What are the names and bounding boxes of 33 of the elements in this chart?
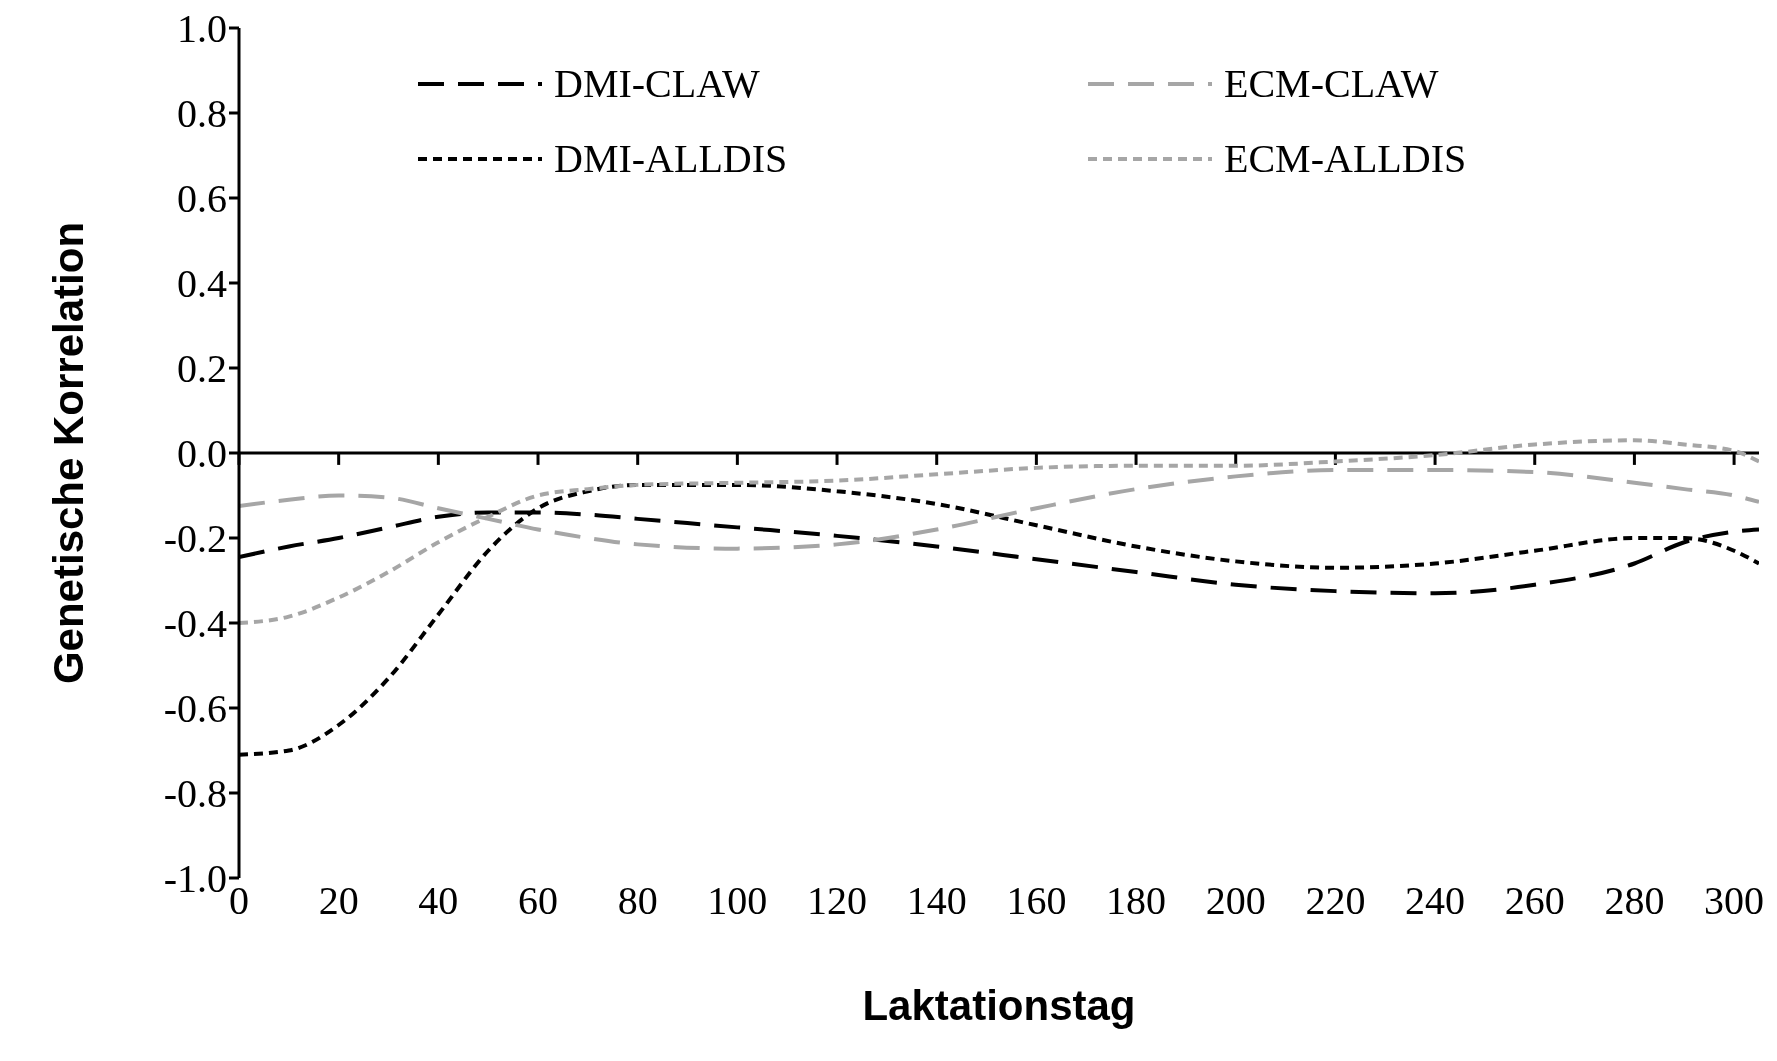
x-axis-title: Laktationstag [862,982,1136,1029]
y-tick-label: 0.4 [177,261,227,307]
legend-label: ECM-CLAW [1224,60,1439,107]
legend-label: DMI-CLAW [554,60,760,107]
x-tick-label: 200 [1205,878,1266,924]
y-tick-label: -0.8 [163,771,227,817]
y-tick-label: -0.4 [163,601,227,647]
x-tick-label: 20 [318,878,359,924]
x-tick-label: 80 [617,878,658,924]
y-axis-title: Genetische Korrelation [44,221,92,685]
x-tick-label: 100 [707,878,768,924]
x-tick-label: 300 [1704,878,1765,924]
x-tick-label: 40 [418,878,459,924]
y-tick-label: -0.2 [163,516,227,562]
x-tick-label: 260 [1504,878,1565,924]
legend-label: ECM-ALLDIS [1224,135,1467,182]
x-tick-label: 240 [1405,878,1466,924]
y-tick-label: 1.0 [177,6,227,52]
x-tick-label: 0 [229,878,249,924]
y-tick-label: -1.0 [163,856,227,902]
y-tick-label: 0.6 [177,176,227,222]
x-tick-label: 120 [807,878,868,924]
y-tick-label: 0.8 [177,91,227,137]
x-tick-label: 160 [1006,878,1067,924]
x-tick-label: 140 [906,878,967,924]
x-tick-label: 220 [1305,878,1366,924]
x-tick-label: 180 [1106,878,1167,924]
x-tick-label: 280 [1604,878,1665,924]
y-tick-label: 0.2 [177,346,227,392]
y-tick-label: 0.0 [177,431,227,477]
legend-label: DMI-ALLDIS [554,135,788,182]
y-tick-label: -0.6 [163,686,227,732]
x-tick-label: 60 [518,878,559,924]
